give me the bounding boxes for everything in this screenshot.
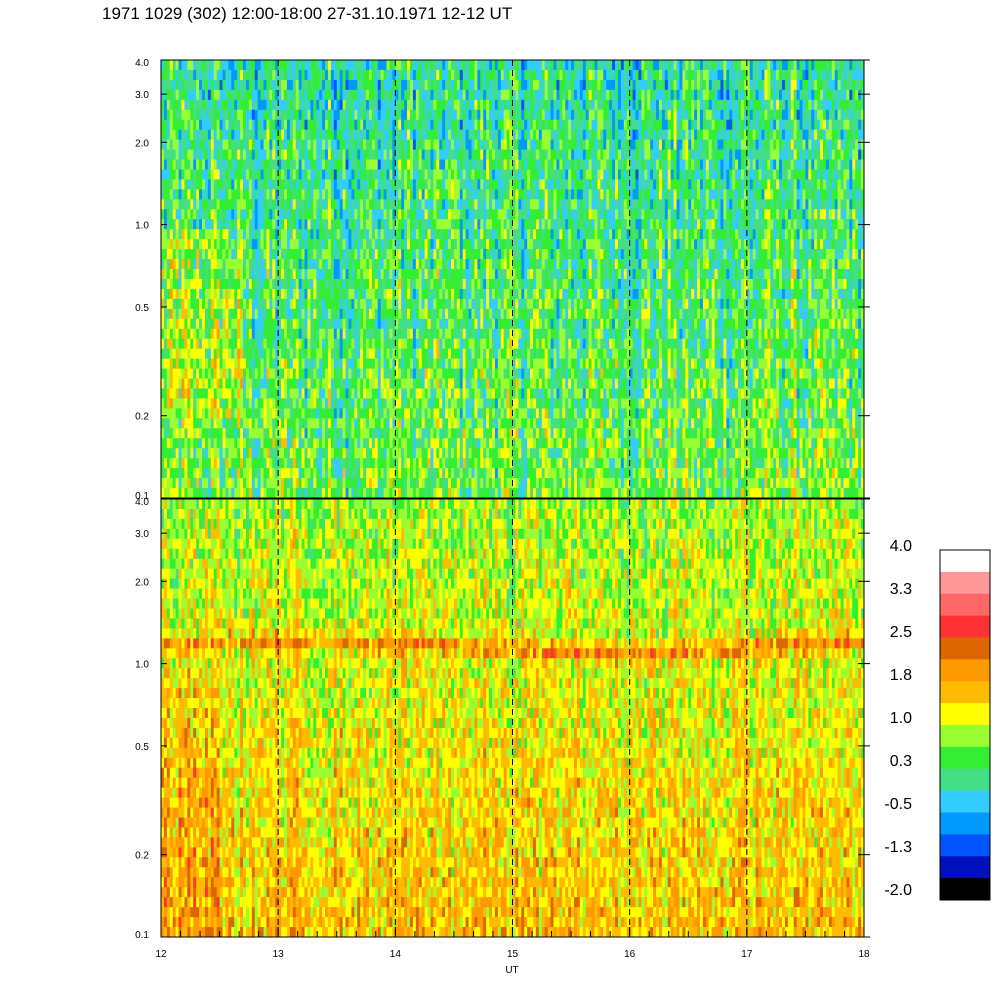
colorbar-swatch	[940, 703, 990, 726]
upper-heatmap-cells	[161, 60, 864, 498]
colorbar-swatch	[940, 725, 990, 748]
y-tick-label: 0.5	[135, 303, 149, 314]
x-axis-title: UT	[505, 965, 518, 976]
y-tick-label: 2.0	[135, 138, 149, 149]
x-tick-label: 17	[741, 949, 753, 960]
y-tick-label: 0.2	[135, 412, 149, 423]
colorbar-swatch	[940, 878, 990, 901]
upper-hour-markers	[277, 60, 748, 498]
colorbar-labels: 4.0 3.3 2.5 1.8 1.0 0.3 -0.5 -1.3 -2.0	[884, 538, 912, 899]
y-tick-label: 3.0	[135, 529, 149, 540]
lower-y-axis: 0.1 0.2 0.5 1.0 2.0 3.0 4.0	[135, 497, 870, 941]
colorbar-label: 0.3	[890, 753, 912, 770]
colorbar-label: 3.3	[890, 581, 912, 598]
y-tick-label: 4.0	[135, 58, 149, 69]
y-tick-label: 0.2	[135, 851, 149, 862]
y-tick-label: 0.5	[135, 742, 149, 753]
colorbar-swatch	[940, 768, 990, 792]
chart-title: 1971 1029 (302) 12:00-18:00 27-31.10.197…	[102, 4, 512, 24]
x-tick-label: 12	[155, 949, 167, 960]
x-tick-label: 13	[273, 949, 285, 960]
upper-panel-frame	[160, 59, 865, 499]
colorbar-label: 2.5	[890, 624, 912, 641]
colorbar-swatch	[940, 746, 990, 770]
x-tick-label: 14	[390, 949, 402, 960]
y-tick-label: 2.0	[135, 577, 149, 588]
colorbar-label: -0.5	[884, 796, 912, 813]
colorbar-label: 1.8	[890, 667, 912, 684]
colorbar-label: 4.0	[890, 538, 912, 555]
colorbar: 4.0 3.3 2.5 1.8 1.0 0.3 -0.5 -1.3 -2.0	[884, 538, 991, 901]
colorbar-swatch	[940, 615, 990, 639]
colorbar-swatch	[940, 856, 990, 879]
y-tick-label: 4.0	[135, 497, 149, 508]
y-tick-label: 0.1	[135, 930, 149, 941]
lower-hour-markers	[277, 499, 748, 937]
colorbar-label: -2.0	[884, 882, 912, 899]
colorbar-swatch	[940, 681, 990, 704]
colorbar-swatch	[940, 834, 990, 857]
x-tick-label: 18	[858, 949, 870, 960]
colorbar-swatch	[940, 571, 990, 595]
colorbar-swatch	[940, 812, 990, 835]
y-tick-label: 3.0	[135, 90, 149, 101]
x-axis: 12 13 14 15 16 17 18	[155, 927, 870, 960]
lower-heatmap-cells	[161, 499, 864, 937]
colorbar-swatch	[940, 550, 990, 573]
colorbar-swatch	[940, 790, 990, 814]
colorbar-swatch	[940, 659, 990, 682]
upper-y-axis: 0.1 0.2 0.5 1.0 2.0 3.0 4.0	[135, 58, 870, 502]
colorbar-label: -1.3	[884, 839, 912, 856]
lower-spectrogram-panel: 0.1 0.2 0.5 1.0 2.0 3.0 4.0 12 13 14 15 16 17 18 UT	[135, 497, 870, 976]
x-tick-label: 15	[507, 949, 519, 960]
upper-spectrogram-panel: 0.1 0.2 0.5 1.0 2.0 3.0 4.0	[135, 58, 870, 502]
y-tick-label: 0.1	[135, 491, 149, 502]
colorbar-swatch	[940, 593, 990, 617]
y-tick-label: 1.0	[135, 221, 149, 232]
x-tick-label: 16	[624, 949, 636, 960]
colorbar-swatch	[940, 637, 990, 660]
y-tick-label: 1.0	[135, 660, 149, 671]
colorbar-swatches	[940, 550, 990, 901]
colorbar-label: 1.0	[890, 710, 912, 727]
colorbar-frame	[939, 549, 991, 901]
